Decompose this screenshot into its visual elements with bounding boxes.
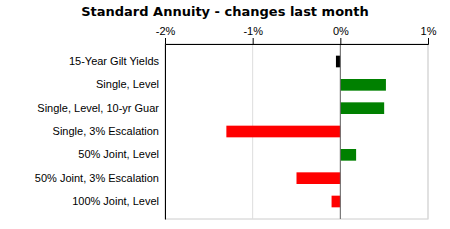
plot: -2% -1% 0% 1% 15-Year Gilt Yields Single, Lev… — [35, 25, 437, 220]
x-tick-label: 1% — [421, 25, 437, 37]
x-tick: 0% — [333, 25, 349, 44]
x-tick: 1% — [421, 25, 437, 44]
y-tick-label: Single, Level — [96, 78, 159, 90]
bar — [226, 126, 340, 138]
bar — [336, 56, 340, 68]
y-axis-line — [165, 45, 166, 220]
y-tick-label: 100% Joint, Level — [72, 195, 159, 207]
chart: Standard Annuity - changes last month -2%… — [0, 0, 450, 229]
y-tick: Single, Level — [96, 78, 159, 90]
x-axis-line — [166, 38, 429, 45]
y-tick-label: 50% Joint, 3% Escalation — [35, 172, 159, 184]
bar — [332, 196, 341, 208]
grid — [165, 44, 428, 219]
y-tick: Single, Level, 10-yr Guar — [37, 102, 159, 114]
bar — [340, 149, 356, 161]
y-tick: 50% Joint, Level — [78, 148, 159, 160]
grid-line — [428, 44, 429, 219]
x-tick-mark — [253, 38, 254, 44]
grid-line — [340, 44, 341, 219]
y-tick-label: 15-Year Gilt Yields — [69, 55, 160, 67]
x-tick-mark — [165, 38, 166, 44]
y-tick: Single, 3% Escalation — [53, 125, 159, 137]
y-axis: 15-Year Gilt Yields Single, Level Single, … — [35, 45, 166, 220]
y-tick: 15-Year Gilt Yields — [69, 55, 160, 67]
y-tick: 100% Joint, Level — [72, 195, 159, 207]
x-tick-label: -2% — [156, 25, 176, 37]
title: Standard Annuity - changes last month — [81, 4, 369, 19]
y-tick-label: 50% Joint, Level — [78, 148, 159, 160]
y-tick-label: Single, 3% Escalation — [53, 125, 159, 137]
plot-frame — [165, 44, 428, 219]
bar — [297, 172, 341, 184]
x-tick: -1% — [243, 25, 263, 44]
x-tick-label: 0% — [333, 25, 349, 37]
grid-line — [165, 44, 166, 219]
zero-line — [340, 44, 341, 219]
x-tick: -2% — [156, 25, 176, 44]
y-tick: 50% Joint, 3% Escalation — [35, 172, 159, 184]
x-axis: -2% -1% 0% 1% — [156, 25, 437, 45]
x-tick-mark — [340, 38, 341, 44]
bars — [226, 56, 386, 208]
bar — [340, 79, 386, 91]
x-tick-label: -1% — [243, 25, 263, 37]
bar — [340, 102, 384, 114]
y-tick-label: Single, Level, 10-yr Guar — [37, 102, 159, 114]
x-tick-mark — [428, 38, 429, 44]
